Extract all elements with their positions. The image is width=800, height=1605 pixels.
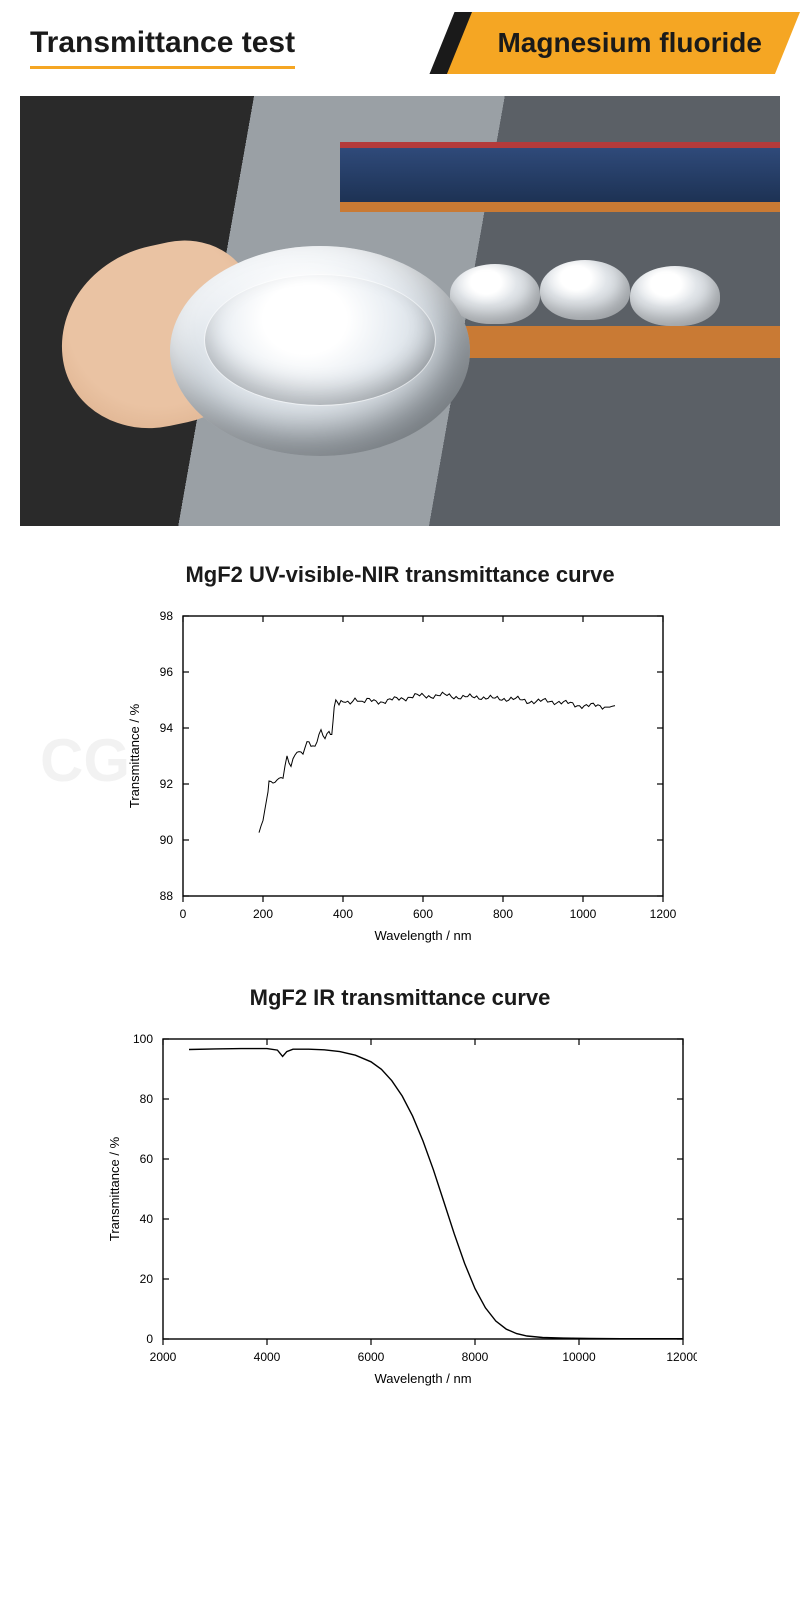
svg-text:800: 800	[493, 907, 513, 921]
badge-label: Magnesium fluoride	[497, 27, 761, 59]
svg-text:Transmittance / %: Transmittance / %	[107, 1136, 122, 1241]
svg-text:40: 40	[140, 1212, 154, 1226]
chart-1-section: MgF2 UV-visible-NIR transmittance curve …	[0, 526, 800, 965]
badge-main: Magnesium fluoride	[446, 12, 800, 74]
svg-text:20: 20	[140, 1272, 154, 1286]
photo-shelf-upper	[340, 142, 780, 212]
svg-text:Wavelength / nm: Wavelength / nm	[374, 1371, 471, 1386]
svg-text:Wavelength / nm: Wavelength / nm	[374, 928, 471, 943]
svg-text:0: 0	[180, 907, 187, 921]
svg-text:88: 88	[160, 889, 174, 903]
product-photo	[20, 96, 780, 526]
svg-text:94: 94	[160, 721, 174, 735]
photo-main-lens	[170, 246, 470, 456]
photo-small-lenses	[450, 256, 750, 326]
svg-text:200: 200	[253, 907, 273, 921]
svg-text:100: 100	[133, 1032, 153, 1046]
svg-text:90: 90	[160, 833, 174, 847]
small-lens-icon	[630, 266, 720, 326]
svg-text:400: 400	[333, 907, 353, 921]
watermark-text: CG	[40, 726, 130, 795]
svg-text:4000: 4000	[254, 1350, 281, 1364]
small-lens-icon	[450, 264, 540, 324]
small-lens-icon	[540, 260, 630, 320]
svg-text:80: 80	[140, 1092, 154, 1106]
svg-text:600: 600	[413, 907, 433, 921]
page-title: Transmittance test	[30, 26, 295, 69]
svg-text:2000: 2000	[150, 1350, 177, 1364]
svg-text:1200: 1200	[650, 907, 677, 921]
svg-text:98: 98	[160, 609, 174, 623]
svg-text:0: 0	[146, 1332, 153, 1346]
chart-2-plot: 2000 4000 6000 8000 10000 12000 0 20 40 60 80 100 Wa…	[103, 1025, 697, 1398]
chart-2-title: MgF2 IR transmittance curve	[60, 985, 740, 1011]
svg-text:6000: 6000	[358, 1350, 385, 1364]
chart-1-plot: 0 200 400 600 800 1000 1200 88 90 92 94 96 98 Wavelen…	[123, 602, 677, 955]
svg-text:60: 60	[140, 1152, 154, 1166]
svg-text:10000: 10000	[562, 1350, 596, 1364]
svg-text:96: 96	[160, 665, 174, 679]
svg-text:92: 92	[160, 777, 174, 791]
svg-text:Transmittance / %: Transmittance / %	[127, 703, 142, 808]
svg-text:12000: 12000	[666, 1350, 697, 1364]
chart-2-section: MgF2 IR transmittance curve 2000 4000 6000…	[0, 965, 800, 1438]
chart-1-title: MgF2 UV-visible-NIR transmittance curve	[60, 562, 740, 588]
svg-text:1000: 1000	[570, 907, 597, 921]
material-badge: Magnesium fluoride	[442, 0, 800, 86]
page-header: Transmittance test Magnesium fluoride	[0, 0, 800, 86]
svg-text:8000: 8000	[462, 1350, 489, 1364]
